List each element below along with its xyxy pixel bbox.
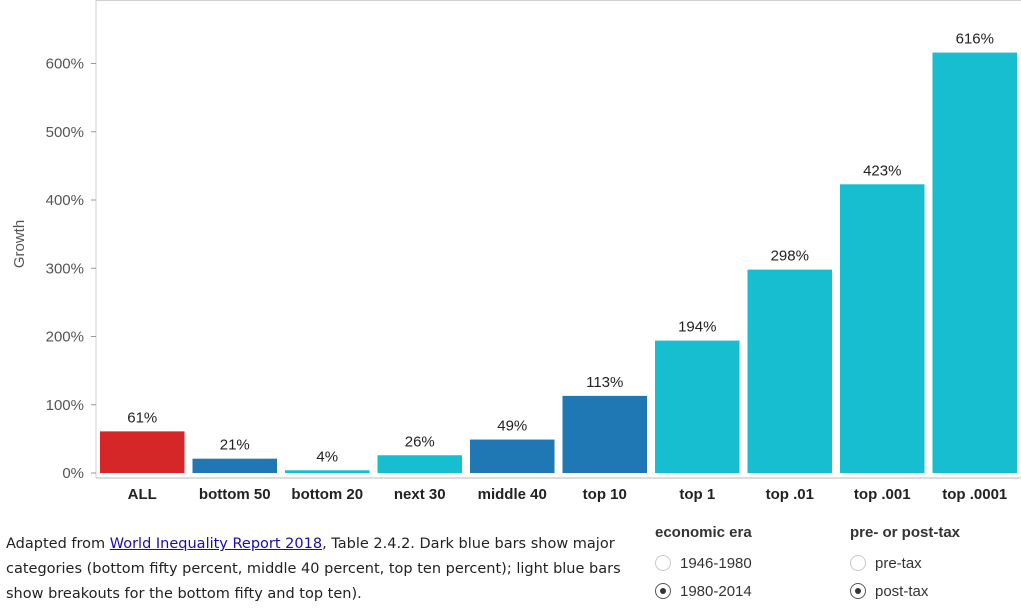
bar-value-label: 423% xyxy=(863,162,901,179)
tax-option-label: pre-tax xyxy=(875,554,922,572)
era-option-1980-2014[interactable]: 1980-2014 xyxy=(655,577,752,605)
bar-all xyxy=(100,431,185,473)
radio-icon[interactable] xyxy=(850,583,866,599)
x-tick-label: top .001 xyxy=(854,486,911,503)
era-option-label: 1946-1980 xyxy=(680,554,752,572)
bar-top-001 xyxy=(840,184,925,474)
tax-option-label: post-tax xyxy=(875,582,929,600)
bar-value-label: 616% xyxy=(956,31,994,48)
source-link[interactable]: World Inequality Report 2018 xyxy=(109,536,323,552)
bar-top-0001 xyxy=(932,52,1017,474)
bar-next-30 xyxy=(377,455,462,473)
y-tick-label: 500% xyxy=(46,124,84,141)
x-tick-label: middle 40 xyxy=(478,486,547,503)
y-tick-label: 400% xyxy=(46,192,84,209)
x-tick-label: bottom 20 xyxy=(291,486,363,503)
era-option-label: 1980-2014 xyxy=(680,582,752,600)
era-title: economic era xyxy=(655,524,752,541)
bar-middle-40 xyxy=(470,439,555,473)
y-tick-label: 600% xyxy=(46,56,84,73)
bar-bottom-20 xyxy=(285,470,370,473)
x-tick-label: next 30 xyxy=(394,486,446,503)
y-tick-label: 200% xyxy=(46,329,84,346)
radio-icon[interactable] xyxy=(655,583,671,599)
era-control: economic era 1946-1980 1980-2014 xyxy=(655,524,752,605)
y-axis-title: Growth xyxy=(11,220,28,268)
tax-option-post-tax[interactable]: post-tax xyxy=(850,577,960,605)
tax-title: pre- or post-tax xyxy=(850,524,961,541)
bar-value-label: 61% xyxy=(127,409,157,426)
y-tick-label: 0% xyxy=(62,465,84,482)
caption: Adapted from World Inequality Report 201… xyxy=(6,532,646,607)
y-tick-label: 300% xyxy=(46,260,84,277)
tax-control: pre- or post-tax pre-tax post-tax xyxy=(850,524,960,605)
y-tick-label: 100% xyxy=(46,397,84,414)
bar-value-label: 26% xyxy=(405,433,435,450)
tax-option-pre-tax[interactable]: pre-tax xyxy=(850,549,960,577)
x-tick-label: bottom 50 xyxy=(199,486,271,503)
x-tick-label: top .0001 xyxy=(942,486,1007,503)
x-tick-label: ALL xyxy=(128,486,157,503)
bar-top-01 xyxy=(747,269,832,473)
x-tick-label: top 1 xyxy=(679,486,715,503)
bar-value-label: 113% xyxy=(586,374,623,391)
bar-value-label: 4% xyxy=(316,448,338,465)
bar-chart: 0% 100% 200% 300% 400% 500% 600% 61% ALL 21% botto… xyxy=(11,0,1021,503)
radio-icon[interactable] xyxy=(850,555,866,571)
bar-value-label: 21% xyxy=(220,437,250,454)
radio-icon[interactable] xyxy=(655,555,671,571)
bar-value-label: 49% xyxy=(497,418,527,435)
x-tick-label: top .01 xyxy=(766,486,814,503)
caption-prefix: Adapted from xyxy=(6,536,110,552)
bar-bottom-50 xyxy=(192,458,277,473)
bar-top-1 xyxy=(655,340,740,473)
bar-value-label: 194% xyxy=(678,319,716,336)
era-option-1946-1980[interactable]: 1946-1980 xyxy=(655,549,752,577)
bar-top-10 xyxy=(562,395,647,473)
x-tick-label: top 10 xyxy=(583,486,627,503)
bar-value-label: 298% xyxy=(771,248,809,265)
caption-body: , Table 2.4.2. Dark blue bars show major… xyxy=(6,536,621,602)
